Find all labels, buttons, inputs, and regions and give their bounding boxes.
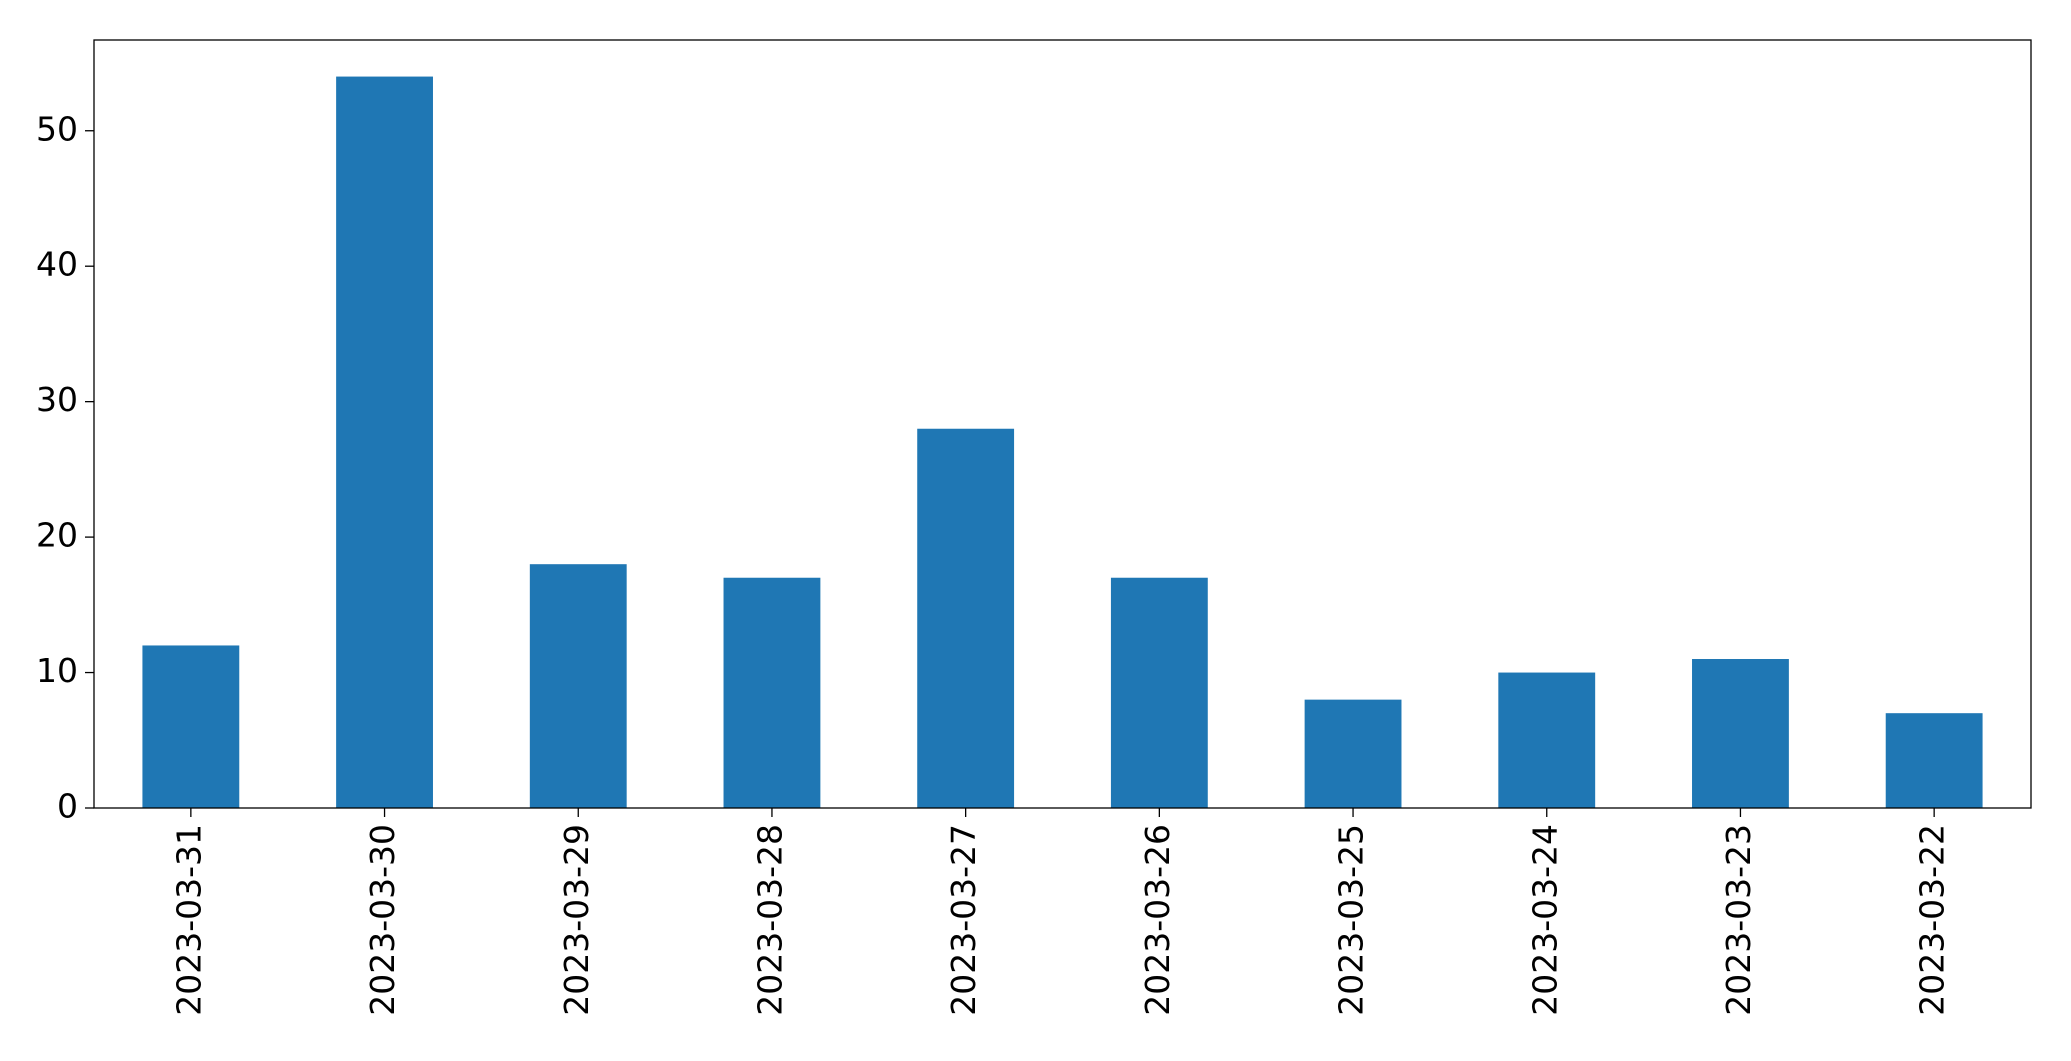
bar <box>1692 659 1789 808</box>
x-tick-label: 2023-03-29 <box>557 824 596 1016</box>
y-tick-label: 0 <box>57 787 78 826</box>
bar <box>529 564 627 808</box>
bar <box>1885 713 1983 808</box>
x-tick-label: 2023-03-31 <box>169 824 208 1016</box>
x-tick-label: 2023-03-22 <box>1913 824 1952 1016</box>
bar <box>723 577 821 808</box>
bar <box>1110 577 1208 808</box>
bar <box>1498 672 1596 808</box>
x-tick-label: 2023-03-30 <box>363 824 402 1016</box>
x-tick-label: 2023-03-24 <box>1525 824 1564 1016</box>
x-tick-label: 2023-03-25 <box>1332 824 1371 1016</box>
plot-frame <box>93 39 2032 809</box>
bar <box>142 645 240 808</box>
x-tick-label: 2023-03-26 <box>1138 824 1177 1016</box>
x-tick-label: 2023-03-23 <box>1719 824 1758 1016</box>
y-tick-label: 40 <box>36 245 78 284</box>
y-tick-label: 30 <box>36 380 78 419</box>
y-tick-label: 10 <box>36 651 78 690</box>
y-tick-label: 50 <box>36 109 78 148</box>
bar <box>1304 699 1402 808</box>
x-tick-label: 2023-03-28 <box>750 824 789 1016</box>
y-tick-label: 20 <box>36 516 78 555</box>
bar <box>917 428 1015 808</box>
x-tick-label: 2023-03-27 <box>944 824 983 1016</box>
bar <box>336 76 433 809</box>
